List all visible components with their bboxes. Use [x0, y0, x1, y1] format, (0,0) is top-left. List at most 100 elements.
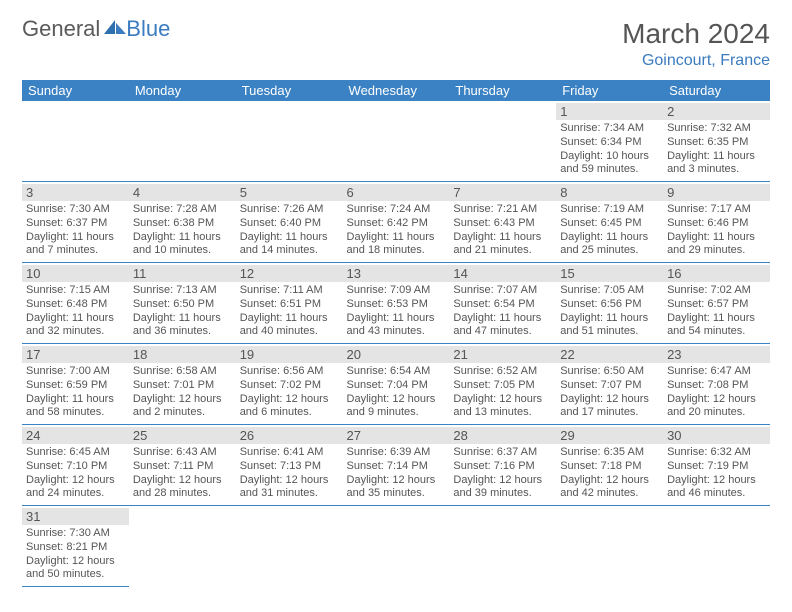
- day-number-row: 17: [22, 346, 129, 363]
- sunrise-line: Sunrise: 6:52 AM: [453, 365, 552, 379]
- daylight-line: Daylight: 12 hours and 46 minutes.: [667, 474, 766, 502]
- sunrise-line: Sunrise: 7:05 AM: [560, 284, 659, 298]
- day-info: Sunrise: 6:54 AMSunset: 7:04 PMDaylight:…: [347, 365, 446, 420]
- day-info: Sunrise: 6:32 AMSunset: 7:19 PMDaylight:…: [667, 446, 766, 501]
- logo-blue-text: Blue: [126, 18, 170, 40]
- sunset-line: Sunset: 7:02 PM: [240, 379, 339, 393]
- sunset-line: Sunset: 7:08 PM: [667, 379, 766, 393]
- calendar-cell: 11Sunrise: 7:13 AMSunset: 6:50 PMDayligh…: [129, 263, 236, 344]
- day-number: 1: [560, 104, 567, 119]
- sunset-line: Sunset: 7:11 PM: [133, 460, 232, 474]
- daylight-line: Daylight: 12 hours and 50 minutes.: [26, 555, 125, 583]
- calendar-cell: 3 Sunrise: 7:30 AMSunset: 6:37 PMDaylight…: [22, 182, 129, 263]
- day-info: Sunrise: 7:30 AMSunset: 8:21 PMDaylight:…: [26, 527, 125, 582]
- calendar-cell: [449, 506, 556, 587]
- daylight-line: Daylight: 12 hours and 20 minutes.: [667, 393, 766, 421]
- sunset-line: Sunset: 6:38 PM: [133, 217, 232, 231]
- sunset-line: Sunset: 7:16 PM: [453, 460, 552, 474]
- daylight-line: Daylight: 11 hours and 47 minutes.: [453, 312, 552, 340]
- sunset-line: Sunset: 7:18 PM: [560, 460, 659, 474]
- daylight-line: Daylight: 11 hours and 58 minutes.: [26, 393, 125, 421]
- day-number: 7: [453, 185, 460, 200]
- day-info: Sunrise: 7:30 AMSunset: 6:37 PMDaylight:…: [26, 203, 125, 258]
- sunset-line: Sunset: 7:10 PM: [26, 460, 125, 474]
- day-number-row: 13: [343, 265, 450, 282]
- sunrise-line: Sunrise: 7:02 AM: [667, 284, 766, 298]
- sunrise-line: Sunrise: 7:30 AM: [26, 527, 125, 541]
- sunrise-line: Sunrise: 7:26 AM: [240, 203, 339, 217]
- sunrise-line: Sunrise: 6:35 AM: [560, 446, 659, 460]
- day-info: Sunrise: 6:56 AMSunset: 7:02 PMDaylight:…: [240, 365, 339, 420]
- daylight-line: Daylight: 11 hours and 32 minutes.: [26, 312, 125, 340]
- logo: GeneralBlue: [22, 18, 170, 40]
- calendar-cell: 13 Sunrise: 7:09 AMSunset: 6:53 PMDayligh…: [343, 263, 450, 344]
- sunrise-line: Sunrise: 6:54 AM: [347, 365, 446, 379]
- sunset-line: Sunset: 6:51 PM: [240, 298, 339, 312]
- sunset-line: Sunset: 6:35 PM: [667, 136, 766, 150]
- sunset-line: Sunset: 6:42 PM: [347, 217, 446, 231]
- day-number: 24: [26, 428, 40, 443]
- day-number-row: 25: [129, 427, 236, 444]
- daylight-line: Daylight: 12 hours and 13 minutes.: [453, 393, 552, 421]
- day-number: 29: [560, 428, 574, 443]
- day-number: 3: [26, 185, 33, 200]
- day-number-row: 29: [556, 427, 663, 444]
- calendar-cell: 8 Sunrise: 7:19 AMSunset: 6:45 PMDaylight…: [556, 182, 663, 263]
- calendar-cell: [343, 101, 450, 182]
- calendar-cell: 30 Sunrise: 6:32 AMSunset: 7:19 PMDayligh…: [663, 425, 770, 506]
- daylight-line: Daylight: 12 hours and 6 minutes.: [240, 393, 339, 421]
- sunset-line: Sunset: 6:50 PM: [133, 298, 232, 312]
- day-number-row: 22: [556, 346, 663, 363]
- sunrise-line: Sunrise: 6:43 AM: [133, 446, 232, 460]
- day-number-row: 28: [449, 427, 556, 444]
- sunrise-line: Sunrise: 7:09 AM: [347, 284, 446, 298]
- sunrise-line: Sunrise: 6:41 AM: [240, 446, 339, 460]
- calendar-cell: [236, 101, 343, 182]
- day-number-row: 5: [236, 184, 343, 201]
- sunrise-line: Sunrise: 7:11 AM: [240, 284, 339, 298]
- day-number: 9: [667, 185, 674, 200]
- day-number-row: 7: [449, 184, 556, 201]
- day-number: 22: [560, 347, 574, 362]
- day-number: 28: [453, 428, 467, 443]
- day-number-row: 21: [449, 346, 556, 363]
- sunrise-line: Sunrise: 6:47 AM: [667, 365, 766, 379]
- day-number: 4: [133, 185, 140, 200]
- calendar-cell: [343, 506, 450, 587]
- calendar-cell: [663, 506, 770, 587]
- day-info: Sunrise: 7:02 AMSunset: 6:57 PMDaylight:…: [667, 284, 766, 339]
- day-info: Sunrise: 7:19 AMSunset: 6:45 PMDaylight:…: [560, 203, 659, 258]
- calendar-cell: 25Sunrise: 6:43 AMSunset: 7:11 PMDayligh…: [129, 425, 236, 506]
- day-number-row: 24: [22, 427, 129, 444]
- day-number: 15: [560, 266, 574, 281]
- day-number-row: 8: [556, 184, 663, 201]
- sunrise-line: Sunrise: 7:28 AM: [133, 203, 232, 217]
- calendar-cell: 14Sunrise: 7:07 AMSunset: 6:54 PMDayligh…: [449, 263, 556, 344]
- day-info: Sunrise: 7:17 AMSunset: 6:46 PMDaylight:…: [667, 203, 766, 258]
- day-number: 13: [347, 266, 361, 281]
- sunset-line: Sunset: 6:43 PM: [453, 217, 552, 231]
- day-number: 30: [667, 428, 681, 443]
- day-number: 23: [667, 347, 681, 362]
- calendar-cell: 4Sunrise: 7:28 AMSunset: 6:38 PMDaylight…: [129, 182, 236, 263]
- sunrise-line: Sunrise: 6:58 AM: [133, 365, 232, 379]
- day-info: Sunrise: 7:09 AMSunset: 6:53 PMDaylight:…: [347, 284, 446, 339]
- daylight-line: Daylight: 12 hours and 17 minutes.: [560, 393, 659, 421]
- daylight-line: Daylight: 11 hours and 18 minutes.: [347, 231, 446, 259]
- sunrise-line: Sunrise: 7:13 AM: [133, 284, 232, 298]
- daylight-line: Daylight: 12 hours and 42 minutes.: [560, 474, 659, 502]
- calendar-week-row: 31Sunrise: 7:30 AMSunset: 8:21 PMDayligh…: [22, 506, 770, 587]
- calendar-cell: 23 Sunrise: 6:47 AMSunset: 7:08 PMDayligh…: [663, 344, 770, 425]
- day-info: Sunrise: 7:24 AMSunset: 6:42 PMDaylight:…: [347, 203, 446, 258]
- sunrise-line: Sunrise: 6:56 AM: [240, 365, 339, 379]
- sunrise-line: Sunrise: 7:21 AM: [453, 203, 552, 217]
- calendar-cell: 27Sunrise: 6:39 AMSunset: 7:14 PMDayligh…: [343, 425, 450, 506]
- sunset-line: Sunset: 6:56 PM: [560, 298, 659, 312]
- day-number: 2: [667, 104, 674, 119]
- daylight-line: Daylight: 10 hours and 59 minutes.: [560, 150, 659, 178]
- day-number: 18: [133, 347, 147, 362]
- sunrise-line: Sunrise: 6:39 AM: [347, 446, 446, 460]
- calendar-week-row: 10Sunrise: 7:15 AMSunset: 6:48 PMDayligh…: [22, 263, 770, 344]
- day-info: Sunrise: 7:26 AMSunset: 6:40 PMDaylight:…: [240, 203, 339, 258]
- calendar-cell: [129, 101, 236, 182]
